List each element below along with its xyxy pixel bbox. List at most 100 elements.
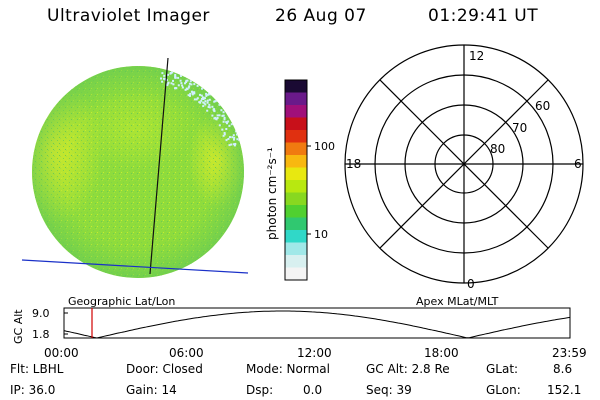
limb-speckle-dot — [218, 114, 221, 117]
latitude-line — [21, 259, 249, 274]
limb-speckle-dot — [185, 79, 188, 82]
limb-darkening — [32, 66, 244, 278]
apex-caption: Apex MLat/MLT — [416, 295, 499, 308]
limb-speckle-dot — [223, 116, 226, 119]
longitude-line — [149, 57, 169, 275]
limb-speckle-dot — [180, 82, 183, 85]
colorbar-band — [285, 155, 307, 168]
limb-speckle-dot — [206, 101, 209, 104]
limb-speckle-dot — [200, 99, 203, 102]
ip-readout: IP: 36.0 — [10, 383, 56, 397]
colorbar-label: photon cm⁻²s⁻¹ — [265, 147, 279, 240]
colorbar-tick-label-100: 100 — [314, 140, 335, 153]
limb-speckle-dot — [235, 130, 237, 133]
limb-speckle-dot — [166, 83, 169, 86]
limb-speckle-dot — [188, 82, 191, 85]
limb-speckle-dot — [204, 97, 206, 100]
altitude-ylabel: GC Alt — [12, 309, 25, 344]
limb-speckle-dot — [171, 71, 174, 74]
colorbar-band — [285, 180, 307, 193]
limb-speckle-dot — [174, 87, 176, 90]
colorbar-tick-label-10: 10 — [314, 228, 328, 241]
limb-speckle-dot — [236, 133, 238, 136]
limb-speckle-dot — [236, 138, 239, 141]
glat-value: 8.6 — [553, 362, 573, 376]
limb-speckle-dot — [189, 80, 192, 83]
limb-speckle-dot — [191, 93, 194, 96]
altitude-plot: GC Alt 9.0 1.8 00:00 06:00 12:00 18:00 2… — [12, 307, 587, 360]
limb-speckle-dot — [211, 105, 214, 108]
colorbar-band — [285, 255, 307, 268]
limb-speckle-dot — [216, 114, 219, 117]
limb-speckle-dot — [198, 101, 201, 104]
limb-speckle-dot — [167, 73, 169, 76]
limb-speckle-dot — [204, 100, 207, 103]
limb-speckle-dot — [193, 83, 196, 86]
colorbar: 100 10 photon cm⁻²s⁻¹ — [265, 79, 335, 281]
glon-label: GLon: — [486, 383, 521, 397]
colorbar-scale — [285, 80, 307, 281]
limb-speckle-dot — [189, 92, 192, 95]
limb-speckle-dot — [193, 92, 196, 95]
limb-speckle-dot — [170, 82, 173, 85]
limb-speckle-dot — [218, 103, 221, 106]
altitude-curve — [63, 310, 571, 339]
mlat-label-80: 80 — [490, 142, 505, 156]
limb-speckle-dot — [206, 93, 209, 96]
limb-speckle-dot — [196, 97, 199, 100]
image-time: 01:29:41 UT — [428, 6, 539, 26]
limb-speckle-dot — [196, 84, 199, 87]
time-tick-1800: 18:00 — [424, 346, 459, 360]
limb-speckle-dot — [223, 132, 226, 134]
limb-speckle-dot — [232, 143, 235, 146]
limb-speckle-dot — [186, 88, 189, 91]
limb-speckle-dot — [186, 79, 189, 82]
colorbar-frame — [284, 79, 308, 281]
limb-speckle — [160, 71, 241, 147]
colorbar-band — [285, 192, 307, 206]
limb-speckle-dot — [177, 84, 180, 87]
limb-speckle-dot — [220, 109, 223, 112]
time-tick-0000: 00:00 — [44, 346, 79, 360]
limb-speckle-dot — [233, 144, 236, 147]
limb-speckle-dot — [163, 74, 166, 77]
mlt-label-0: 0 — [467, 277, 475, 291]
colorbar-band — [285, 167, 307, 181]
limb-speckle-dot — [221, 114, 224, 117]
limb-speckle-dot — [206, 99, 209, 102]
altitude-plot-frame — [63, 307, 571, 339]
limb-speckle-dot — [195, 98, 198, 101]
limb-speckle-dot — [161, 72, 164, 75]
limb-speckle-dot — [205, 92, 208, 95]
polar-grid — [344, 44, 584, 284]
limb-speckle-dot — [228, 144, 231, 147]
limb-speckle-dot — [222, 114, 225, 117]
limb-speckle-dot — [191, 91, 194, 94]
limb-speckle-dot — [172, 83, 175, 86]
colorbar-band — [285, 230, 307, 243]
limb-speckle-dot — [222, 134, 225, 137]
time-tick-0600: 06:00 — [169, 346, 204, 360]
polar-diagonal-2 — [379, 79, 549, 249]
limb-speckle-dot — [172, 79, 174, 82]
limb-speckle-dot — [161, 80, 164, 83]
limb-speckle-dot — [238, 139, 241, 142]
mlat-label-60: 60 — [535, 99, 550, 113]
limb-speckle-dot — [184, 82, 186, 85]
limb-speckle-dot — [165, 79, 168, 82]
time-tick-2359: 23:59 — [552, 346, 587, 360]
limb-speckle-dot — [223, 133, 226, 136]
limb-speckle-dot — [231, 136, 234, 139]
door-readout: Door: Closed — [126, 362, 203, 376]
limb-speckle-dot — [202, 98, 205, 100]
geographic-caption: Geographic Lat/Lon — [68, 295, 175, 308]
image-date: 26 Aug 07 — [275, 6, 367, 26]
limb-speckle-dot — [229, 136, 231, 139]
colorbar-band — [285, 242, 307, 256]
limb-speckle-dot — [163, 77, 165, 80]
auroral-image — [21, 57, 249, 278]
gain-readout: Gain: 14 — [126, 383, 177, 397]
dsp-label: Dsp: — [246, 383, 274, 397]
dsp-value: 0.0 — [303, 383, 323, 397]
